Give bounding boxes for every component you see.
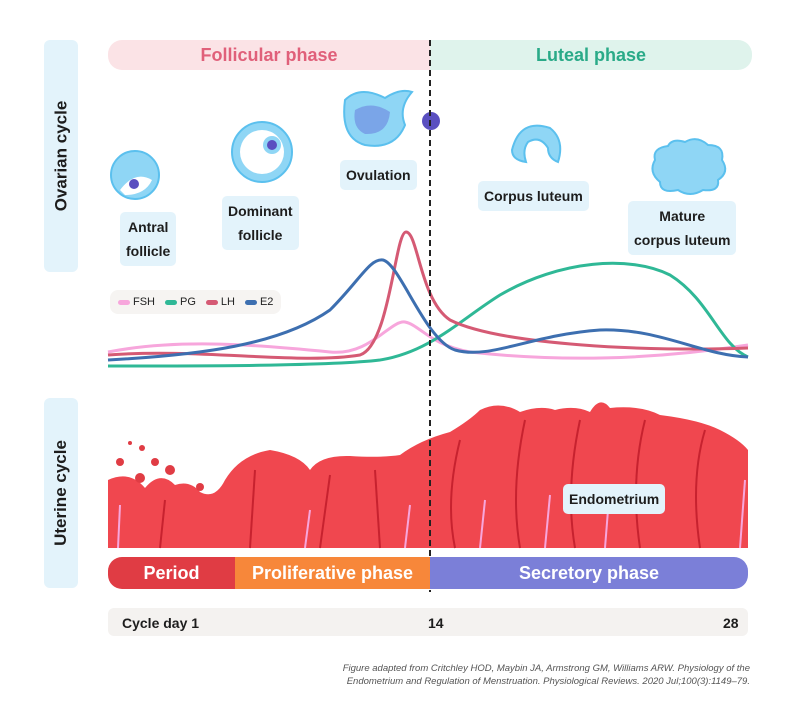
endometrium-tissue bbox=[108, 402, 748, 548]
luteal-phase-banner: Luteal phase bbox=[430, 40, 752, 70]
antral-follicle-icon bbox=[110, 150, 160, 200]
dominant-follicle-icon bbox=[231, 121, 293, 183]
pg-curve bbox=[107, 261, 749, 368]
legend-fsh: FSH bbox=[118, 296, 155, 308]
figure-caption: Figure adapted from Critchley HOD, Maybi… bbox=[342, 663, 750, 687]
legend-e2: E2 bbox=[244, 296, 273, 308]
uterine-cycle-label: Uterine cycle bbox=[44, 398, 78, 588]
cycle-day-28: 28 bbox=[723, 615, 739, 631]
ovulation-label: Ovulation bbox=[340, 160, 417, 190]
endometrium-glands bbox=[159, 419, 706, 549]
secretory-phase: Secretory phase bbox=[430, 557, 748, 589]
corpus-luteum-icon bbox=[510, 124, 562, 164]
legend-pg: PG bbox=[165, 296, 196, 308]
endometrium-label: Endometrium bbox=[563, 484, 666, 514]
follicular-phase-banner: Follicular phase bbox=[108, 40, 430, 70]
cycle-day-axis bbox=[108, 608, 748, 636]
lh-curve bbox=[107, 230, 749, 360]
mature-corpus-luteum-icon bbox=[651, 138, 727, 195]
cycle-day-14: 14 bbox=[428, 615, 444, 631]
legend-lh: LH bbox=[205, 296, 235, 308]
dominant-follicle-label: Dominant follicle bbox=[222, 196, 299, 250]
menstrual-blood-drops bbox=[116, 441, 204, 491]
mature-corpus-luteum-label: Mature corpus luteum bbox=[628, 201, 737, 255]
ovarian-cycle-label: Ovarian cycle bbox=[44, 40, 78, 272]
e2-curve bbox=[107, 258, 749, 362]
period-phase: Period bbox=[108, 557, 235, 589]
proliferative-phase: Proliferative phase bbox=[235, 557, 430, 589]
corpus-luteum-label: Corpus luteum bbox=[478, 181, 589, 211]
cycle-day-start: Cycle day 1 bbox=[122, 615, 200, 631]
ovulation-icon bbox=[343, 89, 414, 147]
antral-follicle-label: Antral follicle bbox=[120, 212, 177, 266]
hormone-legend: FSH PG LH E2 bbox=[110, 290, 282, 314]
